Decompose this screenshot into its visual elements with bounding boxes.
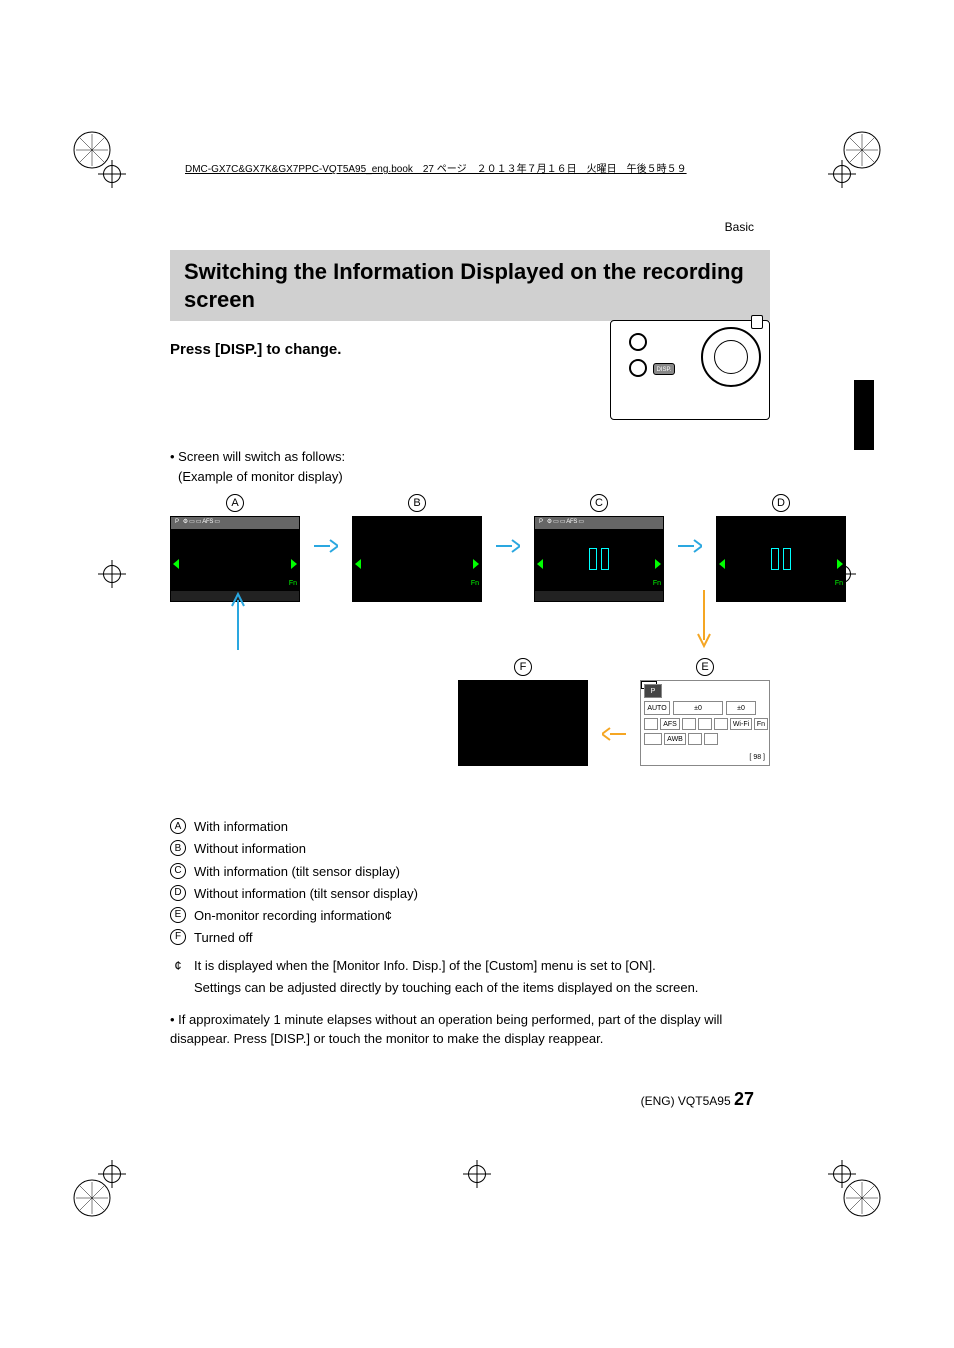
wifi-value: Wi-Fi (730, 718, 752, 730)
mode-p: P (644, 684, 662, 698)
page-title: Switching the Information Displayed on t… (170, 250, 770, 321)
legend-a: With information (194, 816, 288, 838)
note-example: (Example of monitor display) (178, 468, 770, 486)
legend-c: With information (tilt sensor display) (194, 861, 400, 883)
crosshair-icon (828, 160, 856, 188)
count-value: [ 98 ] (749, 754, 765, 761)
label-d: D (772, 494, 790, 512)
awb-value: AWB (664, 733, 686, 745)
legend-b: Without information (194, 838, 306, 860)
note-timeout: • If approximately 1 minute elapses with… (170, 1011, 770, 1049)
page-number: (ENG) VQT5A95 27 (641, 1089, 754, 1110)
screen-d: Fn (716, 516, 846, 602)
legend-f: Turned off (194, 927, 253, 949)
iso-value: AUTO (644, 701, 670, 715)
label-b: B (408, 494, 426, 512)
fn-value: Fn (754, 718, 768, 730)
label-a: A (226, 494, 244, 512)
screen-e: P AUTO ±0 ±0 AFS Wi-Fi Fn AWB [ 98 ] (640, 680, 770, 766)
footnote-1: It is displayed when the [Monitor Info. … (194, 955, 656, 977)
crosshair-icon (98, 1160, 126, 1188)
arrow-left-icon (602, 702, 626, 766)
crosshair-icon (98, 160, 126, 188)
legend-e: On-monitor recording information¢ (194, 905, 392, 927)
label-c: C (590, 494, 608, 512)
flash-value: ±0 (726, 701, 756, 715)
arrow-loop-icon (230, 520, 560, 720)
ev-value: ±0 (673, 701, 723, 715)
camera-illustration: DISP. (610, 320, 770, 420)
label-e: E (696, 658, 714, 676)
footnote-2: Settings can be adjusted directly by tou… (194, 977, 698, 999)
crosshair-icon (98, 560, 126, 588)
disp-button-label: DISP. (653, 363, 675, 375)
crosshair-icon (828, 1160, 856, 1188)
legend-d: Without information (tilt sensor display… (194, 883, 418, 905)
crosshair-icon (463, 1160, 491, 1188)
thumb-tab (854, 380, 874, 450)
arrow-right-icon (678, 538, 702, 554)
note-switch: • Screen will switch as follows: (170, 448, 770, 466)
legend: AWith information BWithout information C… (170, 816, 770, 999)
arrow-down-icon (694, 590, 714, 650)
afs-value: AFS (660, 718, 680, 730)
